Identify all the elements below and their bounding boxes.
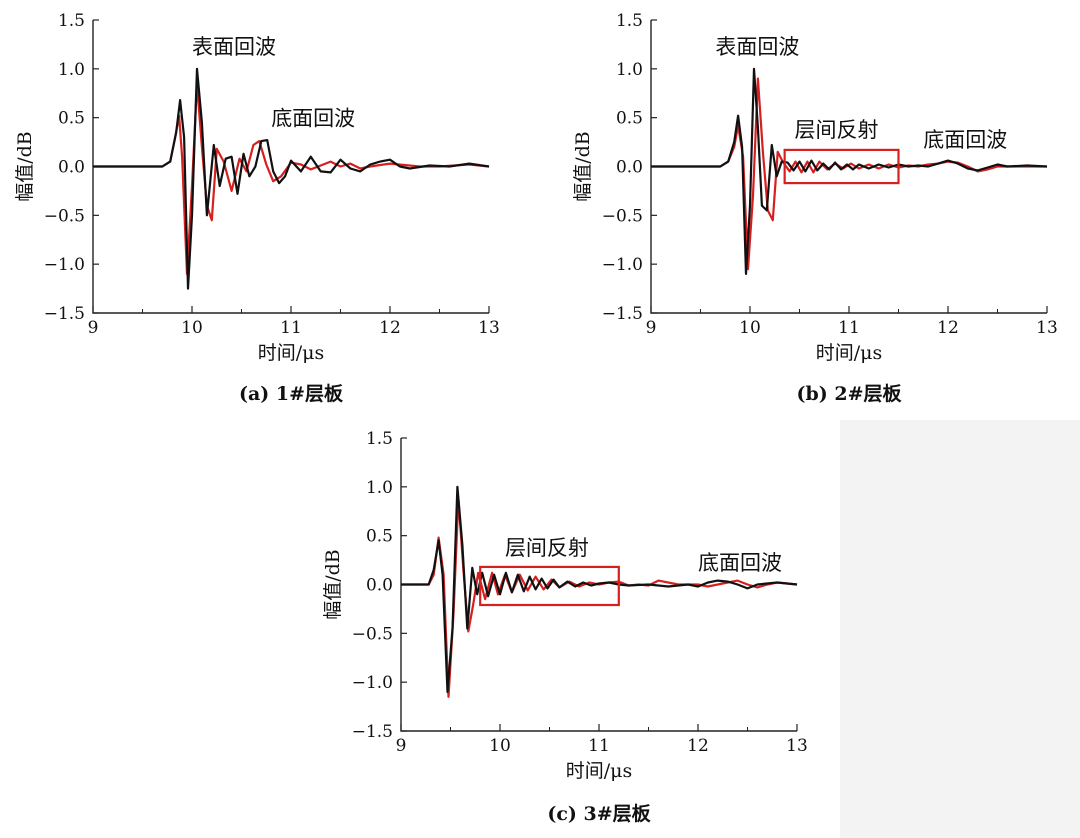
annotation-label: 底面回波 <box>698 551 782 575</box>
annotation-label: 层间反射 <box>795 118 879 142</box>
y-tick-label: 0.5 <box>616 109 643 129</box>
highlight-box <box>783 148 900 185</box>
x-tick-label: 12 <box>379 318 401 338</box>
x-tick-label: 12 <box>687 736 709 756</box>
y-tick-label: −1.0 <box>602 255 643 275</box>
y-tick-label: −0.5 <box>602 206 643 226</box>
y-tick-label: 1.0 <box>58 60 85 80</box>
series-line-2 <box>93 67 490 290</box>
highlight-box <box>479 565 620 607</box>
x-axis-label: 时间/μs <box>566 760 633 782</box>
series-line-1 <box>651 77 1047 271</box>
y-tick-label: −0.5 <box>352 624 393 644</box>
chart-panel-1: 1.5 1.0 0.5 0.0 −0.5 −1.0 −1.59 10 11 12 13 表面回波底面回… <box>14 11 500 405</box>
x-tick-label: 9 <box>646 318 657 338</box>
panel-caption: (c) 3#层板 <box>547 802 651 825</box>
x-tick-label: 12 <box>937 318 959 338</box>
chart-panel-3: 1.5 1.0 0.5 0.0 −0.5 −1.0 −1.59 10 11 12 13 层间反射底面回… <box>322 429 808 825</box>
y-tick-label: 0.5 <box>366 527 393 547</box>
y-tick-label: −1.0 <box>352 673 393 693</box>
y-tick-label: −1.5 <box>602 304 643 324</box>
x-tick-label: 9 <box>396 736 407 756</box>
panel-caption: (b) 2#层板 <box>796 382 902 405</box>
x-tick-label: 11 <box>588 736 610 756</box>
annotation-label: 表面回波 <box>715 35 799 59</box>
y-tick-label: −1.0 <box>44 255 85 275</box>
series-line-2 <box>401 485 798 693</box>
x-tick-label: 9 <box>88 318 99 338</box>
panel-caption: (a) 1#层板 <box>239 382 344 405</box>
y-tick-label: 1.5 <box>616 11 643 31</box>
chart-panel-2: 1.5 1.0 0.5 0.0 −0.5 −1.0 −1.59 10 11 12 13 表面回波层间反… <box>572 11 1058 405</box>
y-tick-label: 0.0 <box>58 158 85 178</box>
x-axis-label: 时间/μs <box>258 342 325 364</box>
annotation-label: 层间反射 <box>505 536 589 560</box>
y-tick-label: −1.5 <box>44 304 85 324</box>
y-tick-label: 0.0 <box>616 158 643 178</box>
y-axis-label: 幅值/dB <box>572 131 594 202</box>
x-tick-label: 10 <box>739 318 761 338</box>
annotation-label: 表面回波 <box>192 35 276 59</box>
x-axis-label: 时间/μs <box>816 342 883 364</box>
x-tick-label: 10 <box>489 736 511 756</box>
y-tick-label: 1.0 <box>366 478 393 498</box>
y-tick-label: 0.0 <box>366 576 393 596</box>
annotation-label: 底面回波 <box>923 128 1007 152</box>
y-tick-label: 1.0 <box>616 60 643 80</box>
x-tick-label: 11 <box>280 318 302 338</box>
y-tick-label: 1.5 <box>58 11 85 31</box>
x-tick-label: 11 <box>838 318 860 338</box>
x-tick-label: 10 <box>181 318 203 338</box>
background-strip <box>840 420 1080 838</box>
annotation-label: 底面回波 <box>271 106 355 130</box>
y-tick-label: −1.5 <box>352 722 393 742</box>
x-tick-label: 13 <box>786 736 808 756</box>
y-tick-label: 0.5 <box>58 109 85 129</box>
series-line-2 <box>651 67 1048 275</box>
y-tick-label: −0.5 <box>44 206 85 226</box>
y-axis-label: 幅值/dB <box>14 131 36 202</box>
y-axis-label: 幅值/dB <box>322 549 344 620</box>
y-tick-label: 1.5 <box>366 429 393 449</box>
x-tick-label: 13 <box>478 318 500 338</box>
x-tick-label: 13 <box>1036 318 1058 338</box>
